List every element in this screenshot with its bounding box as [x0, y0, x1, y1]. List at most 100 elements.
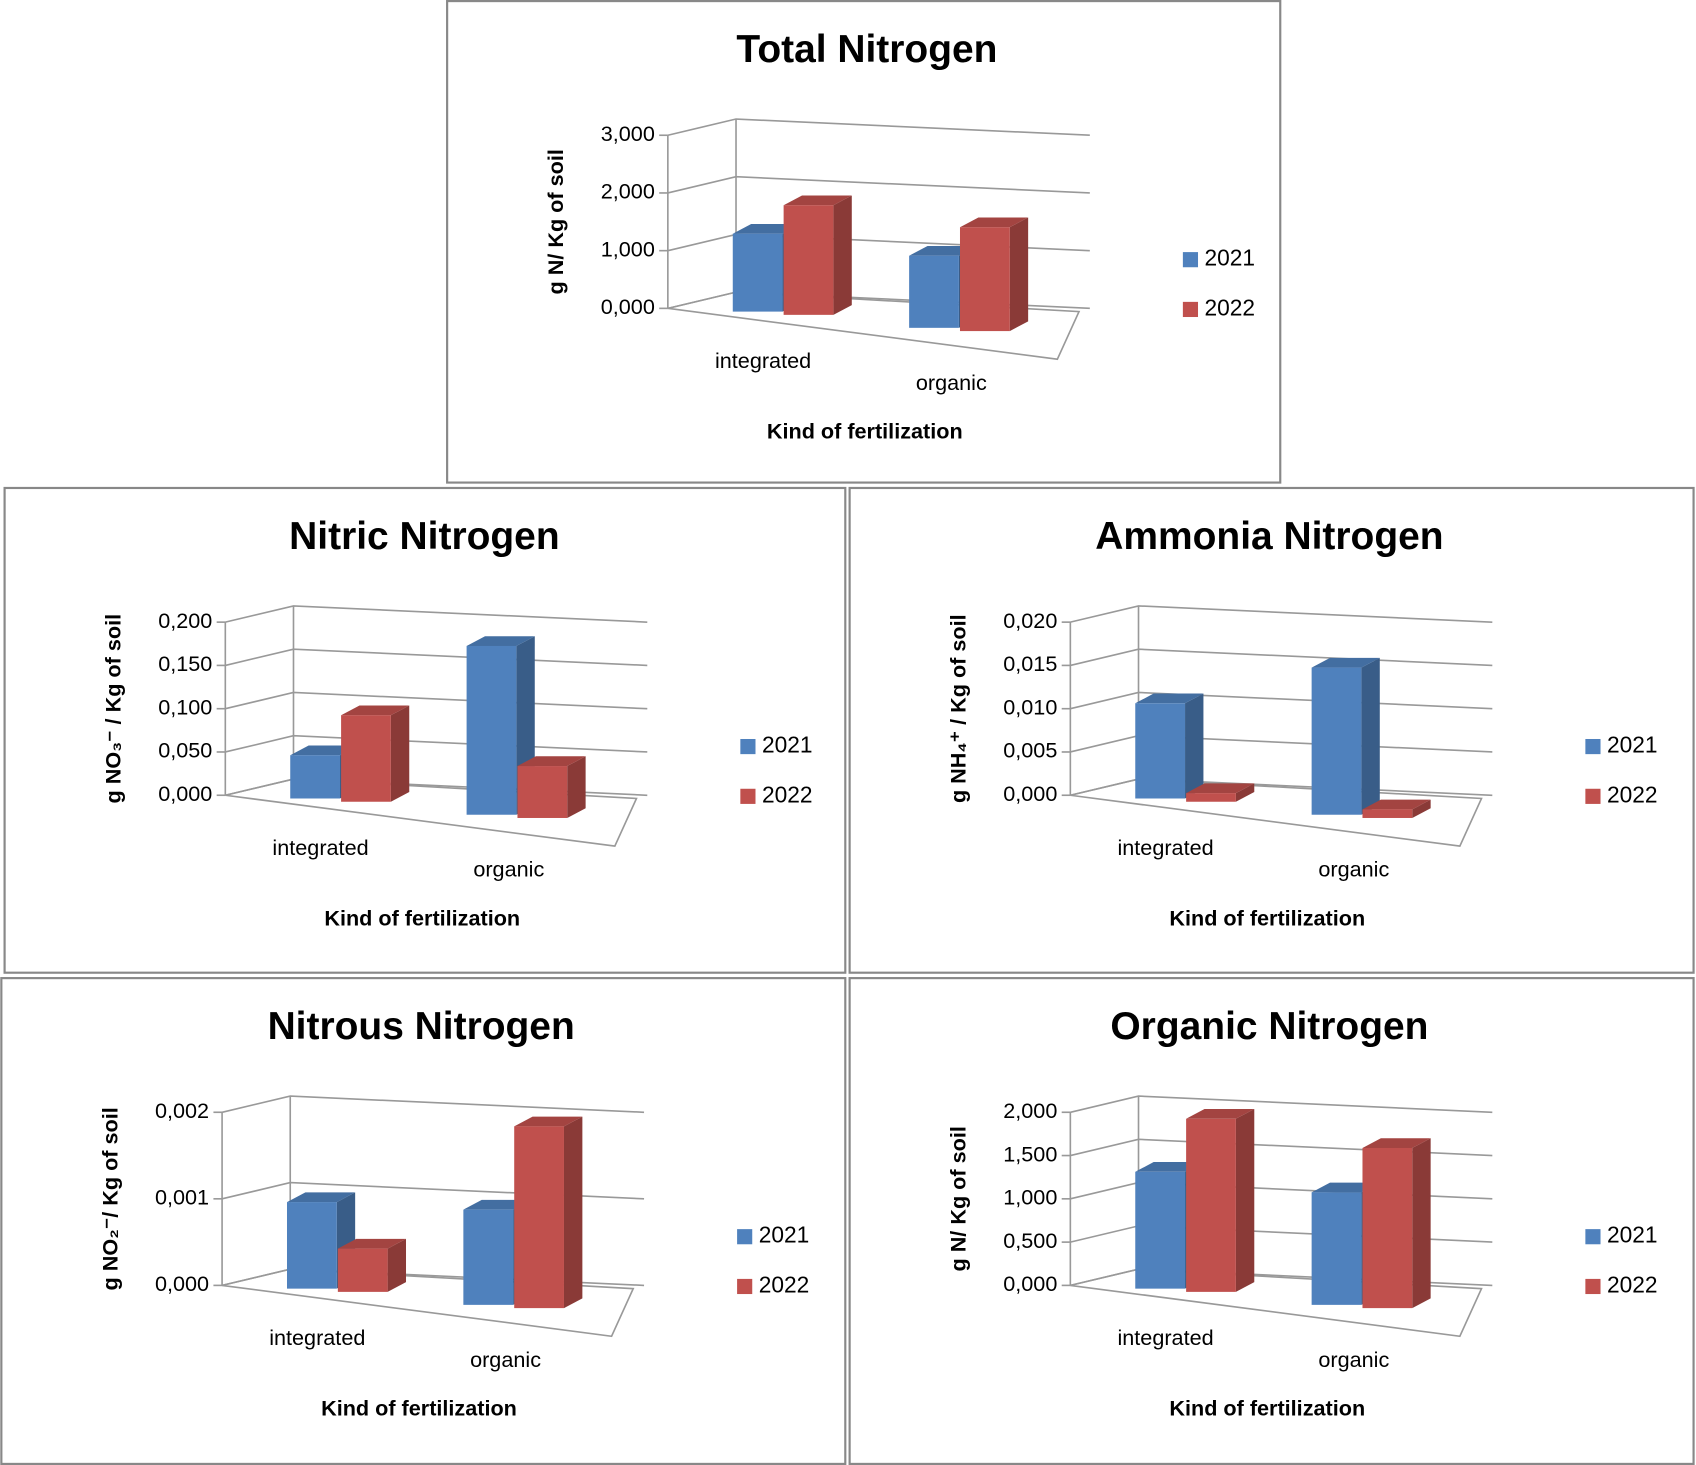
bar-side: [390, 705, 410, 802]
bar-top: [1311, 657, 1380, 668]
bar: [463, 1209, 514, 1305]
legend-label: 2021: [1607, 732, 1658, 758]
bar: [1362, 1147, 1413, 1309]
x-axis-title: Kind of fertilization: [1169, 1396, 1365, 1421]
legend-swatch: [740, 788, 756, 804]
bar-top: [1186, 1109, 1255, 1119]
legend-label: 2021: [1205, 245, 1256, 271]
bar-top: [466, 636, 535, 646]
x-tick-label: integrated: [272, 835, 368, 860]
legend-swatch: [1585, 788, 1601, 804]
bar: [1311, 667, 1362, 815]
y-axis-title: g N/ Kg of soil: [543, 149, 568, 294]
y-tick-label: 0,500: [1003, 1228, 1057, 1253]
legend-swatch: [737, 1278, 753, 1295]
y-axis-title: g N/ Kg of soil: [946, 1126, 971, 1271]
grid-line: [667, 175, 1090, 194]
bar: [514, 1126, 564, 1309]
grid-line: [221, 1095, 645, 1114]
legend-swatch: [1585, 738, 1601, 755]
y-tick-label: 0,000: [155, 1271, 209, 1296]
legend-label: 2021: [759, 1222, 810, 1248]
grid-line: [225, 605, 648, 623]
chart-panel: 0,000 0,005 0,010 0,015 0,020 integrated organ…: [848, 486, 1695, 974]
bar: [732, 233, 783, 312]
y-tick-label: 0,000: [601, 294, 655, 319]
x-tick-label: integrated: [269, 1325, 365, 1350]
chart-title: Total Nitrogen: [736, 28, 997, 71]
bar-top: [286, 1192, 356, 1203]
y-tick-label: 0,015: [1003, 651, 1057, 676]
y-axis-title: g NO₂⁻/ Kg of soil: [97, 1107, 122, 1290]
panel-border: [0, 977, 847, 1465]
bar: [290, 755, 341, 799]
y-tick-label: 0,002: [155, 1098, 209, 1123]
x-tick-label: integrated: [715, 348, 811, 373]
bar: [959, 227, 1010, 332]
chart-panel: 0,000 0,500 1,000 1,500 2,000 integrated organ…: [848, 977, 1695, 1465]
panel-border: [848, 977, 1695, 1465]
y-tick-label: 0,050: [158, 738, 212, 763]
bar-side: [1361, 657, 1380, 815]
legend-swatch: [1182, 301, 1199, 318]
x-tick-label: organic: [1318, 857, 1389, 882]
y-tick-label: 0,200: [158, 608, 212, 633]
panel-border: [3, 486, 847, 974]
bar-top: [1362, 1138, 1431, 1148]
bar-side: [1235, 783, 1255, 802]
bar-top: [1135, 693, 1204, 704]
legend-swatch: [1182, 252, 1199, 268]
chart-title: Nitrous Nitrogen: [268, 1005, 575, 1048]
y-tick-label: 3,000: [601, 121, 655, 146]
chart-panel: 0,000 0,001 0,002 integrated organic Nitrous …: [0, 977, 847, 1465]
bar-top: [341, 705, 410, 716]
bar-top: [517, 756, 586, 767]
x-tick-label: organic: [470, 1347, 541, 1372]
grid-line: [1070, 605, 1493, 623]
x-tick-label: integrated: [1117, 835, 1213, 860]
bar-side: [1235, 1109, 1255, 1292]
bar-top: [1186, 783, 1255, 794]
bar-side: [567, 756, 586, 818]
legend-label: 2021: [762, 732, 813, 758]
bar: [909, 255, 959, 328]
bar: [466, 645, 517, 815]
y-tick-label: 1,000: [1003, 1185, 1057, 1210]
chart-title: Nitric Nitrogen: [289, 515, 559, 558]
y-tick-label: 0,020: [1003, 608, 1057, 633]
y-tick-label: 2,000: [1003, 1098, 1057, 1123]
x-tick-label: integrated: [1117, 1325, 1213, 1350]
legend-label: 2022: [1607, 1271, 1658, 1297]
bar-side: [387, 1238, 407, 1292]
x-tick-label: organic: [916, 370, 987, 395]
legend-swatch: [1585, 1229, 1601, 1245]
bar: [1186, 793, 1236, 802]
legend-swatch: [740, 738, 756, 755]
chart-title: Organic Nitrogen: [1110, 1005, 1428, 1048]
y-axis-title: g NO₃⁻ / Kg of soil: [101, 614, 126, 804]
bar: [517, 766, 568, 818]
bar: [1135, 703, 1186, 799]
bar: [341, 715, 391, 802]
grid-line: [1070, 1095, 1493, 1114]
panel-border: [848, 486, 1695, 974]
legend-label: 2022: [762, 781, 813, 807]
legend-label: 2022: [1205, 294, 1256, 320]
chart-title: Ammonia Nitrogen: [1095, 515, 1443, 558]
y-tick-label: 0,100: [158, 694, 212, 719]
bar: [1135, 1171, 1186, 1289]
bar-top: [959, 217, 1029, 228]
x-axis-title: Kind of fertilization: [1169, 905, 1365, 930]
legend-swatch: [1585, 1278, 1601, 1295]
y-tick-label: 0,010: [1003, 694, 1057, 719]
bar-side: [1009, 217, 1029, 332]
legend-label: 2022: [1607, 781, 1658, 807]
bar: [783, 205, 834, 315]
bar-top: [1362, 799, 1431, 810]
x-axis-title: Kind of fertilization: [321, 1396, 517, 1421]
x-tick-label: organic: [1318, 1347, 1389, 1372]
y-tick-label: 0,005: [1003, 738, 1057, 763]
chart-panel: 0,000 0,050 0,100 0,150 0,200 integrated organ…: [3, 486, 847, 974]
bar-top: [514, 1116, 583, 1127]
